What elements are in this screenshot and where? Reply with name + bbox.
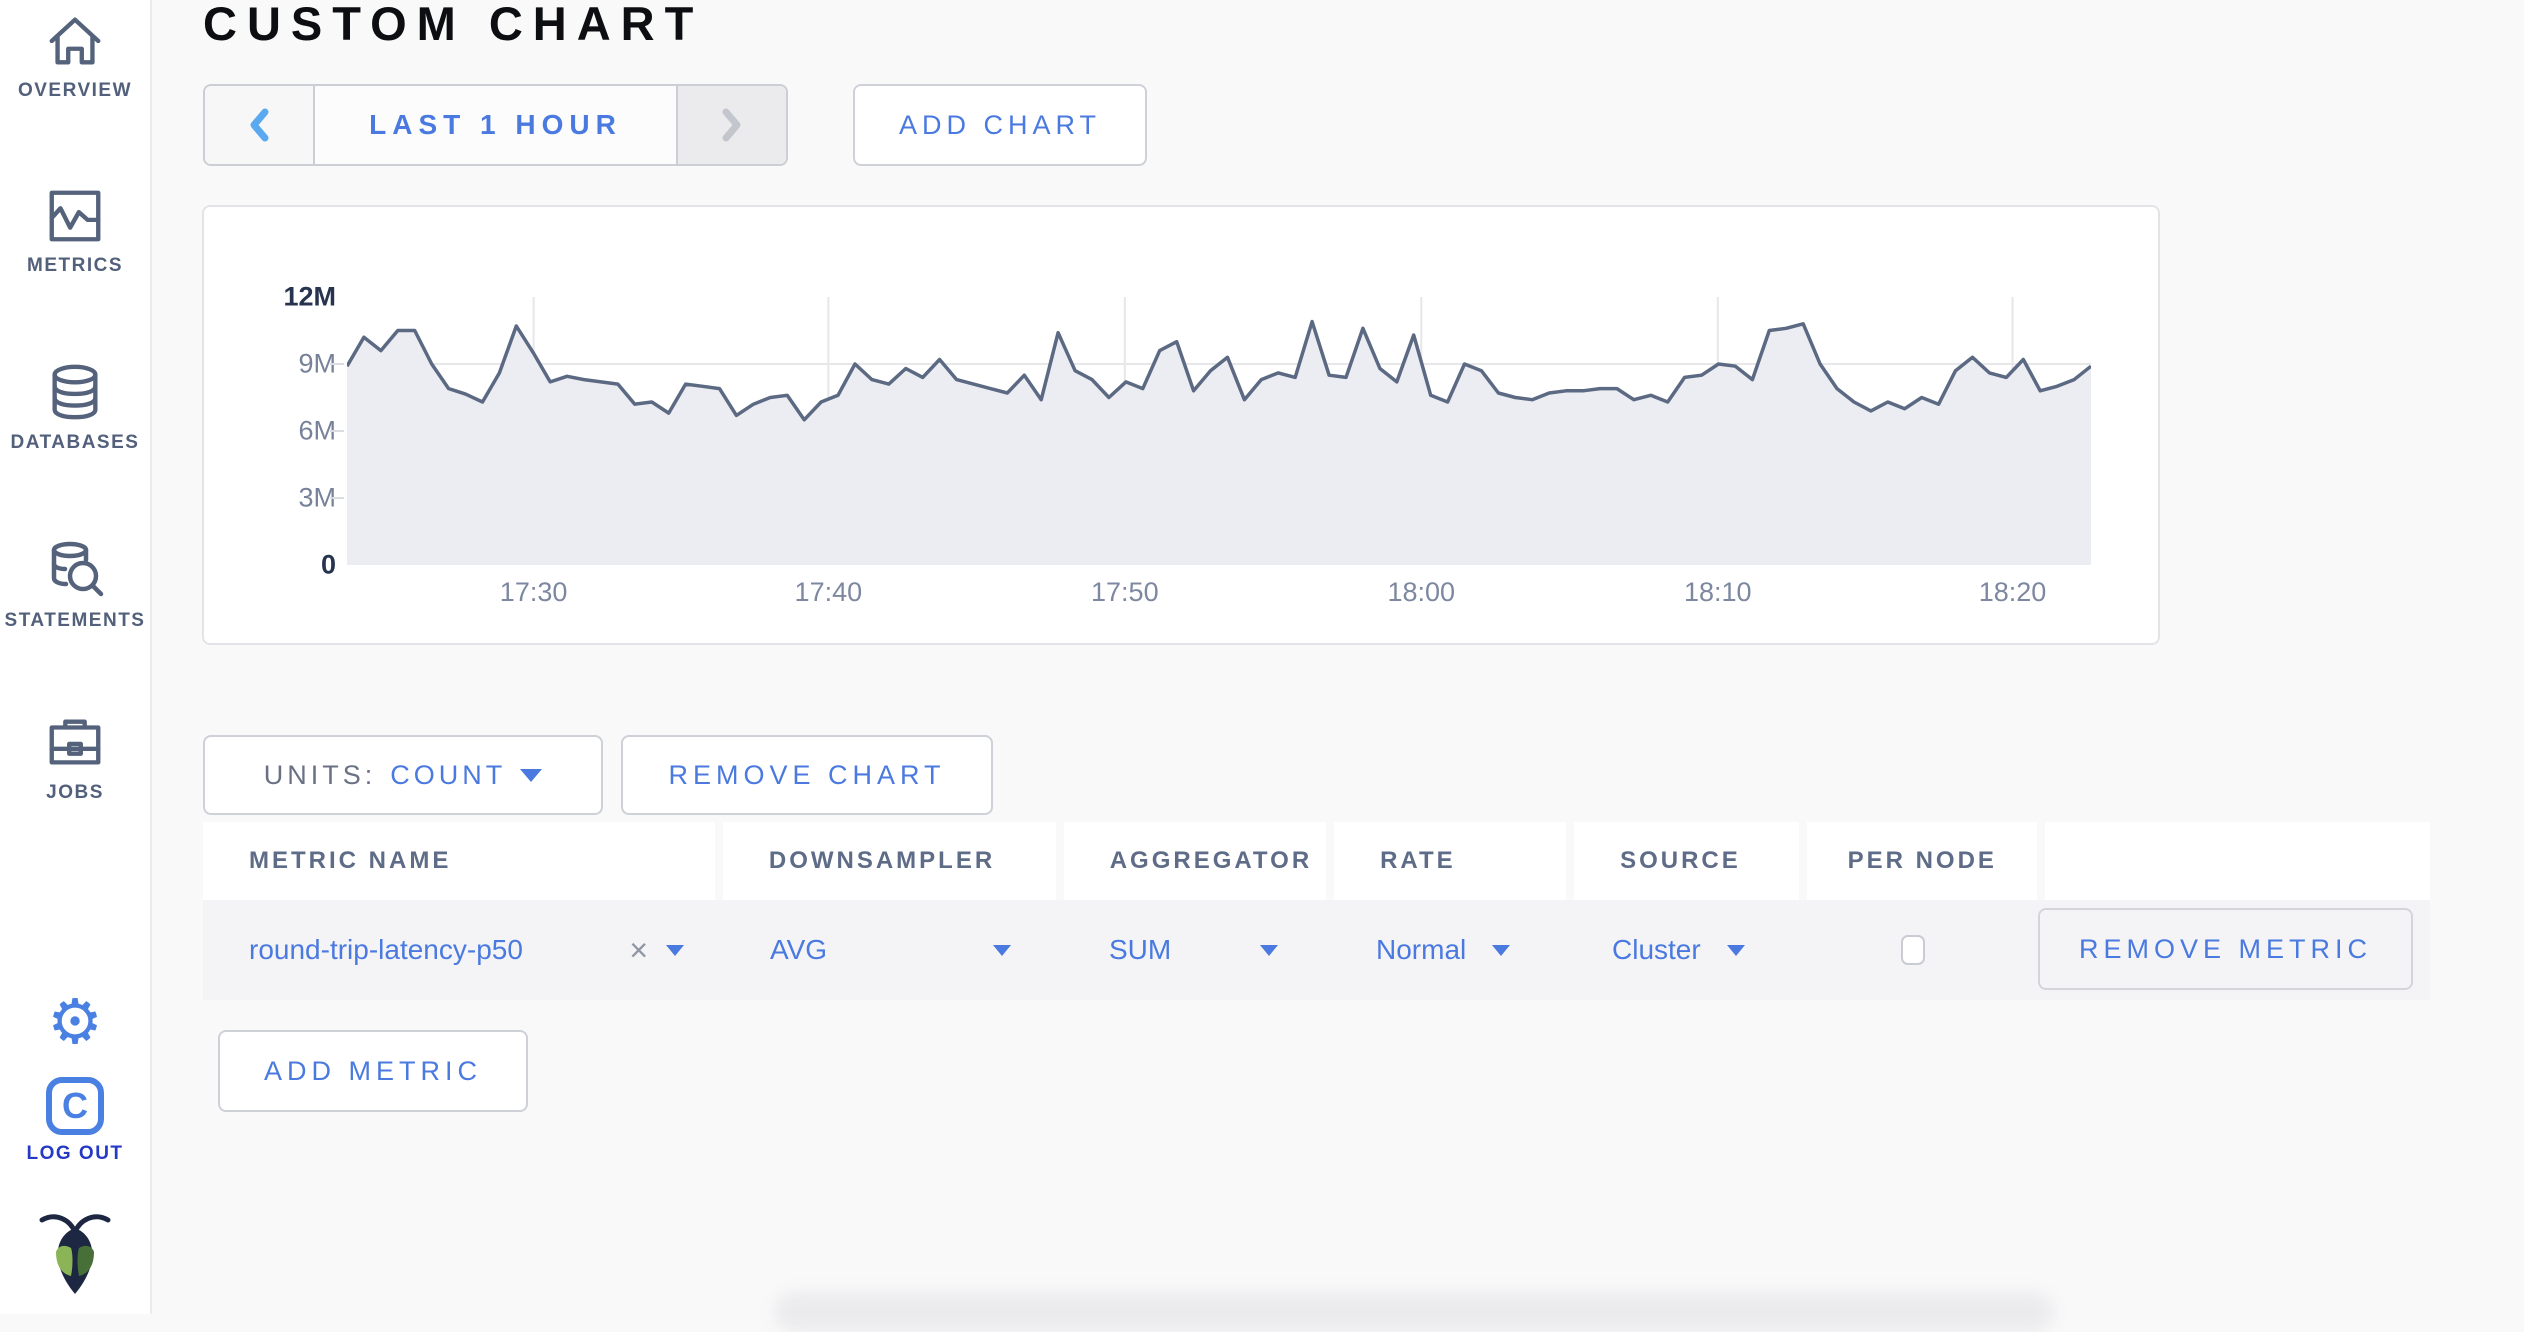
source-cell[interactable]: Cluster [1566, 934, 1795, 966]
sidebar-item-metrics[interactable]: METRICS [0, 185, 150, 277]
sidebar: OVERVIEW METRICS DATABASES [0, 0, 152, 1314]
time-range-prev-button[interactable] [205, 86, 315, 164]
add-metric-button[interactable]: ADD METRIC [218, 1030, 528, 1112]
column-header-blank [2045, 822, 2431, 900]
source-value: Cluster [1612, 934, 1701, 965]
sidebar-item-label: JOBS [46, 782, 104, 803]
units-value: COUNT [390, 759, 507, 790]
sidebar-item-statements[interactable]: STATEMENTS [0, 538, 150, 632]
aggregator-cell[interactable]: SUM [1063, 934, 1330, 966]
per-node-checkbox[interactable] [1900, 935, 1925, 965]
x-axis-label: 17:40 [794, 577, 863, 607]
sidebar-item-settings[interactable]: ⚙ [0, 992, 150, 1054]
column-header-rate: RATE [1334, 822, 1567, 900]
chevron-down-icon [993, 944, 1011, 956]
units-dropdown[interactable]: UNITS: COUNT [203, 735, 603, 815]
units-label: UNITS: [263, 759, 377, 790]
rate-cell[interactable]: Normal [1330, 934, 1566, 966]
y-axis-label: 0 [320, 549, 336, 580]
y-axis-tick [330, 430, 344, 432]
x-axis-label: 18:20 [1978, 577, 2047, 607]
y-axis-label: 12M [283, 281, 336, 312]
x-axis-label: 18:00 [1387, 577, 1456, 607]
remove-chart-button[interactable]: REMOVE CHART [621, 735, 993, 815]
chevron-right-icon [722, 108, 741, 142]
chevron-down-icon [520, 768, 543, 782]
column-header-downsampler: DOWNSAMPLER [722, 822, 1056, 900]
time-range-label[interactable]: LAST 1 HOUR [369, 109, 622, 140]
chevron-left-icon [250, 108, 269, 142]
custom-chart-plot[interactable] [345, 297, 2093, 565]
x-axis-label: 17:50 [1091, 577, 1159, 607]
sidebar-item-label: OVERVIEW [17, 80, 133, 101]
sidebar-item-jobs[interactable]: JOBS [0, 712, 150, 804]
sidebar-brand [0, 1208, 150, 1303]
downsampler-value: AVG [770, 934, 828, 965]
sidebar-item-databases[interactable]: DATABASES [0, 362, 150, 454]
sidebar-item-label: DATABASES [10, 432, 140, 453]
chevron-down-icon[interactable] [666, 944, 684, 956]
main-content: CUSTOM CHART LAST 1 HOUR ADD CHART 12M 9M… [152, 0, 2524, 1332]
sidebar-item-overview[interactable]: OVERVIEW [0, 10, 150, 102]
statements-icon [0, 538, 150, 602]
cockroach-bug-icon [0, 1208, 150, 1303]
y-axis-label: 6M [298, 415, 336, 446]
y-axis-label: 9M [298, 348, 336, 379]
remove-metric-button[interactable]: REMOVE METRIC [2038, 908, 2413, 990]
time-range-selector: LAST 1 HOUR [203, 84, 788, 166]
chart-card: 12M 9M 6M 3M 0 17:30 17:40 17:50 18:00 18:10 18:20 [202, 205, 2160, 645]
chevron-down-icon [1492, 944, 1511, 956]
sidebar-item-label: STATEMENTS [4, 610, 146, 631]
metric-name-cell: round-trip-latency-p50 × [203, 932, 724, 969]
x-axis-label: 18:10 [1683, 577, 1752, 607]
cockroach-c-icon: C [46, 1077, 104, 1135]
page-title: CUSTOM CHART [203, 0, 704, 50]
chevron-down-icon [1260, 944, 1278, 956]
y-axis-label: 3M [298, 482, 336, 513]
column-header-aggregator: AGGREGATOR [1063, 822, 1327, 900]
database-icon [0, 362, 150, 424]
briefcase-icon [0, 712, 150, 774]
metrics-table-header: METRIC NAME DOWNSAMPLER AGGREGATOR RATE … [203, 822, 2431, 900]
gear-icon: ⚙ [47, 988, 103, 1057]
downsampler-cell[interactable]: AVG [724, 934, 1063, 966]
home-icon [0, 10, 150, 72]
bottom-scrollbar-smudge [774, 1292, 2054, 1332]
column-header-per-node: PER NODE [1807, 822, 2038, 900]
sidebar-item-logout[interactable]: C LOG OUT [0, 1077, 150, 1165]
y-axis-tick [330, 497, 344, 499]
metrics-table: METRIC NAME DOWNSAMPLER AGGREGATOR RATE … [203, 822, 2431, 1000]
aggregator-value: SUM [1109, 934, 1172, 965]
chevron-down-icon [1726, 944, 1745, 956]
metrics-icon [0, 185, 150, 247]
table-row: round-trip-latency-p50 × AVG SUM Normal … [203, 900, 2430, 1000]
sidebar-item-label: METRICS [27, 255, 123, 276]
x-axis-label: 17:30 [499, 577, 568, 607]
y-axis-tick [330, 363, 344, 365]
metric-name-dropdown[interactable]: round-trip-latency-p50 [249, 934, 523, 965]
logout-label: LOG OUT [26, 1143, 124, 1164]
per-node-cell [1795, 935, 2030, 965]
add-chart-button[interactable]: ADD CHART [853, 84, 1147, 166]
close-x-icon[interactable]: × [629, 931, 648, 968]
column-header-metric-name: METRIC NAME [203, 822, 715, 900]
rate-value: Normal [1376, 934, 1467, 965]
column-header-source: SOURCE [1574, 822, 1800, 900]
time-range-next-button[interactable] [676, 86, 786, 164]
